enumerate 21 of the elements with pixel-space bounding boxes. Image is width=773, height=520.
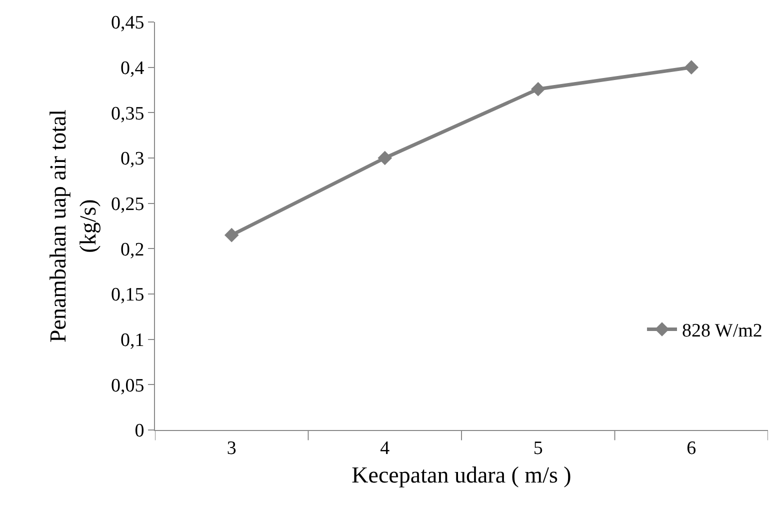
x-tick-label: 6 bbox=[686, 438, 696, 459]
y-tick-label: 0,15 bbox=[110, 284, 144, 306]
y-tick-label: 0 bbox=[134, 420, 144, 442]
y-tick-label: 0,45 bbox=[110, 12, 144, 34]
x-tick-label: 5 bbox=[533, 438, 543, 459]
x-axis-title: Kecepatan udara ( m/s ) bbox=[352, 462, 572, 488]
y-tick-label: 0,4 bbox=[120, 58, 145, 79]
y-tick-label: 0,25 bbox=[110, 194, 144, 215]
y-axis-title: Penambahan uap air total (kg/s) bbox=[46, 109, 100, 343]
x-tick-label: 4 bbox=[380, 438, 390, 459]
y-tick-label: 0,3 bbox=[120, 148, 144, 170]
x-tick-label: 3 bbox=[226, 438, 236, 459]
legend-label: 828 W/m2 bbox=[682, 320, 762, 342]
point bbox=[530, 82, 546, 96]
y-tick-label: 0,35 bbox=[110, 103, 144, 124]
y-tick-label: 0,1 bbox=[120, 330, 144, 351]
y-tick-label: 0,05 bbox=[110, 375, 144, 396]
point bbox=[684, 60, 699, 74]
point bbox=[224, 228, 239, 242]
point bbox=[378, 150, 392, 166]
y-tick-label: 0,2 bbox=[120, 239, 144, 260]
